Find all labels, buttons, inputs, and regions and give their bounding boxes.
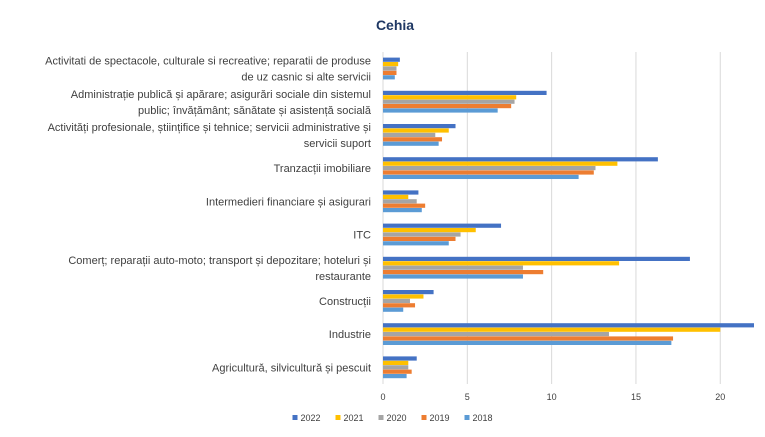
legend-label: 2020	[387, 413, 407, 423]
category-labels: Activitati de spectacole, culturale si r…	[45, 56, 372, 375]
legend-label: 2022	[301, 413, 321, 423]
bar	[383, 137, 443, 142]
legend-swatch	[378, 415, 384, 420]
x-tick-label: 20	[715, 392, 725, 402]
legend-swatch	[421, 415, 427, 420]
x-tick-label: 10	[547, 392, 557, 402]
chart-title: Cehia	[376, 17, 414, 33]
bar	[383, 261, 620, 266]
bar	[383, 294, 424, 299]
bar	[383, 124, 456, 129]
x-tick-labels: 0 5 10 15 20	[380, 392, 725, 402]
bar	[383, 265, 523, 270]
bar	[383, 141, 439, 146]
bar	[383, 356, 417, 361]
bar	[383, 203, 426, 208]
legend-label: 2018	[473, 413, 493, 423]
bar	[383, 70, 397, 75]
bar	[383, 128, 449, 133]
category-label: Construcții	[319, 296, 371, 308]
category-label: Agricultură, silvicultură și pescuit	[212, 362, 371, 374]
category-label: Administrație publică și apărare; asigur…	[71, 89, 372, 117]
category-label: Intermedieri financiare și asigurari	[206, 196, 371, 208]
bar	[383, 108, 498, 113]
bar	[383, 104, 512, 109]
category-label: Industrie	[329, 329, 371, 341]
category-label: Activitati de spectacole, culturale si r…	[45, 56, 371, 84]
bar	[383, 256, 690, 261]
bar	[383, 369, 412, 374]
bar	[383, 57, 400, 62]
bar	[383, 90, 547, 95]
bar	[383, 199, 417, 204]
category-label: ITC	[353, 230, 371, 242]
legend-swatch	[464, 415, 470, 420]
bar	[383, 62, 399, 67]
bar	[383, 223, 502, 228]
bar	[383, 157, 658, 162]
bar	[383, 241, 449, 246]
bar	[383, 132, 436, 137]
x-tick-label: 15	[631, 392, 641, 402]
bar	[383, 332, 609, 337]
bar	[383, 290, 434, 295]
bar	[383, 66, 397, 71]
bar	[383, 336, 674, 341]
bar	[383, 232, 461, 237]
bar	[383, 161, 618, 166]
x-tick-label: 0	[380, 392, 385, 402]
bar	[383, 95, 517, 100]
legend: 2022 2021 2020 2019 2018	[292, 413, 493, 423]
bar	[383, 340, 672, 345]
bar	[383, 274, 523, 279]
legend-swatch	[335, 415, 341, 420]
bar	[383, 365, 409, 370]
bar	[383, 360, 409, 365]
bar	[383, 236, 456, 241]
category-label: Activități profesionale, științifice și …	[48, 122, 371, 150]
bar	[383, 99, 515, 104]
bar	[383, 303, 416, 308]
legend-label: 2021	[344, 413, 364, 423]
bars	[383, 57, 754, 379]
bar	[383, 190, 419, 195]
bar	[383, 270, 544, 275]
category-label: Tranzacții imobiliare	[274, 163, 371, 175]
legend-swatch	[292, 415, 298, 420]
bar	[383, 307, 404, 312]
bar	[383, 374, 407, 379]
bar	[383, 228, 476, 233]
bar	[383, 166, 596, 171]
category-label: Comerț; reparații auto-moto; transport ș…	[68, 255, 371, 283]
x-tick-label: 5	[465, 392, 470, 402]
legend-label: 2019	[430, 413, 450, 423]
bar	[383, 298, 410, 303]
bar	[383, 75, 395, 80]
bar	[383, 327, 721, 332]
bar	[383, 170, 594, 175]
bar	[383, 194, 409, 199]
bar	[383, 323, 754, 328]
bar	[383, 174, 579, 179]
bar	[383, 208, 422, 213]
